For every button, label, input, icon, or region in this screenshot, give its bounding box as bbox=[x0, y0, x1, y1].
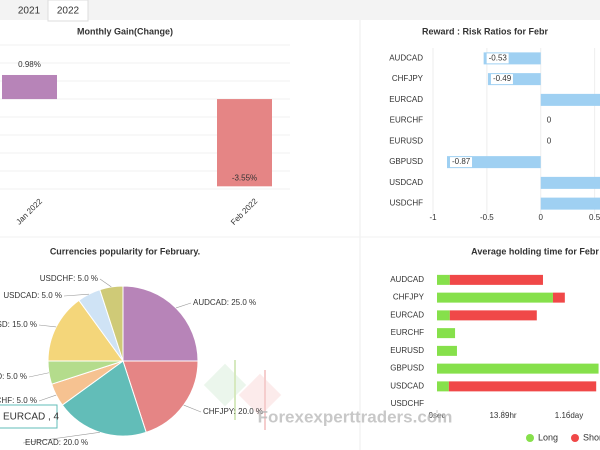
watermark: Forexexperttraders.com bbox=[258, 407, 453, 426]
data-label: -0.53 bbox=[489, 53, 508, 62]
data-label: 0 bbox=[547, 116, 552, 125]
data-label: -0.87 bbox=[452, 157, 471, 166]
leader-line bbox=[38, 324, 57, 328]
slice-label: GBPUSD: 15.0 % bbox=[0, 320, 37, 329]
slice-label: EURCAD: 20.0 % bbox=[25, 438, 88, 447]
x-tick-label: 1.16day bbox=[555, 411, 583, 420]
bar-segment bbox=[437, 381, 449, 392]
legend-marker bbox=[526, 434, 534, 442]
tab[interactable]: 2022 bbox=[57, 6, 80, 17]
leader-line bbox=[183, 404, 202, 413]
data-label: 0 bbox=[547, 136, 552, 145]
pie-slice bbox=[99, 285, 124, 362]
legend-marker bbox=[571, 434, 579, 442]
bar bbox=[540, 93, 600, 106]
label-bg bbox=[490, 74, 513, 85]
chart-title: Currencies popularity for February. bbox=[50, 246, 200, 256]
y-tick-label: CHFJPY bbox=[393, 293, 425, 302]
chart-title: Monthly Gain(Change) bbox=[77, 26, 173, 36]
x-tick-label: 0 bbox=[539, 213, 544, 222]
slice-label: USDCAD: 5.0 % bbox=[3, 291, 62, 300]
chart-title: Average holding time for Febr bbox=[471, 246, 599, 256]
x-tick-label: 13.89hr bbox=[489, 411, 516, 420]
leader-line bbox=[99, 278, 112, 288]
bar-segment bbox=[437, 292, 553, 303]
leader-line bbox=[63, 293, 89, 297]
bar bbox=[540, 197, 600, 210]
y-tick-label: EURCAD bbox=[389, 95, 423, 104]
leader-line bbox=[28, 372, 49, 378]
data-label: 0.98% bbox=[18, 60, 41, 69]
pie-slice bbox=[122, 360, 199, 433]
x-tick-label: -1 bbox=[429, 213, 437, 222]
pie-slice bbox=[47, 299, 124, 362]
label-bg bbox=[450, 157, 473, 168]
y-tick-label: AUDCAD bbox=[389, 53, 423, 62]
slice-label: USDCHF: 5.0 % bbox=[40, 274, 98, 283]
bar bbox=[2, 74, 57, 100]
x-tick-label: Jan 2022 bbox=[14, 197, 44, 227]
bar-segment bbox=[437, 328, 456, 339]
slice-label: EURCHF: 5.0 % bbox=[0, 396, 37, 405]
chart-title: Reward : Risk Ratios for Febr bbox=[422, 26, 549, 36]
y-tick-label: EURUSD bbox=[389, 136, 423, 145]
y-tick-label: EURUSD bbox=[390, 346, 424, 355]
bar-segment bbox=[552, 292, 565, 303]
slice-label: CHFJPY: 20.0 % bbox=[203, 407, 263, 416]
x-tick-label: 0sec bbox=[429, 411, 446, 420]
slice-label: AUDCAD: 25.0 % bbox=[193, 298, 256, 307]
x-tick-label: Feb 2022 bbox=[229, 196, 260, 227]
y-tick-label: USDCHF bbox=[391, 399, 424, 408]
y-tick-label: EURCHF bbox=[390, 116, 423, 125]
bar-segment bbox=[437, 310, 450, 321]
bar bbox=[540, 176, 600, 189]
y-tick-label: USDCHF bbox=[390, 199, 423, 208]
bar-segment bbox=[437, 345, 457, 356]
pie-slice bbox=[122, 285, 199, 362]
y-tick-label: GBPUSD bbox=[389, 157, 423, 166]
y-tick-label: USDCAD bbox=[390, 381, 424, 390]
y-tick-label: GBPUSD bbox=[390, 364, 424, 373]
y-tick-label: EURCAD bbox=[390, 310, 424, 319]
leader-line bbox=[175, 302, 192, 309]
label-bg bbox=[486, 53, 509, 64]
bar-segment bbox=[449, 274, 543, 285]
bar-segment bbox=[437, 274, 450, 285]
leader-line bbox=[38, 394, 57, 402]
tooltip: EURCAD , 4 bbox=[3, 412, 60, 423]
y-tick-label: EURCHF bbox=[391, 328, 424, 337]
leader-line bbox=[22, 432, 100, 444]
bar-segment bbox=[448, 381, 597, 392]
bar-segment bbox=[449, 310, 537, 321]
x-tick-label: 0.5 bbox=[589, 213, 600, 222]
y-tick-label: CHFJPY bbox=[392, 74, 424, 83]
bar bbox=[217, 99, 272, 187]
data-label: -3.55% bbox=[232, 173, 257, 182]
tooltip-box bbox=[0, 404, 58, 429]
y-tick-label: USDCAD bbox=[389, 178, 423, 187]
tab-active bbox=[47, 0, 89, 22]
legend-label: Short bbox=[583, 432, 600, 442]
data-label: -0.49 bbox=[493, 74, 512, 83]
legend-label: Long bbox=[538, 432, 558, 442]
x-tick-label: -0.5 bbox=[480, 213, 494, 222]
bar-segment bbox=[437, 363, 599, 374]
watermark-graphic bbox=[203, 360, 282, 430]
y-tick-label: AUDCAD bbox=[390, 275, 424, 284]
slice-label: EURUSD: 5.0 % bbox=[0, 372, 27, 381]
tab-bar bbox=[0, 0, 600, 20]
tab[interactable]: 2021 bbox=[18, 6, 41, 17]
